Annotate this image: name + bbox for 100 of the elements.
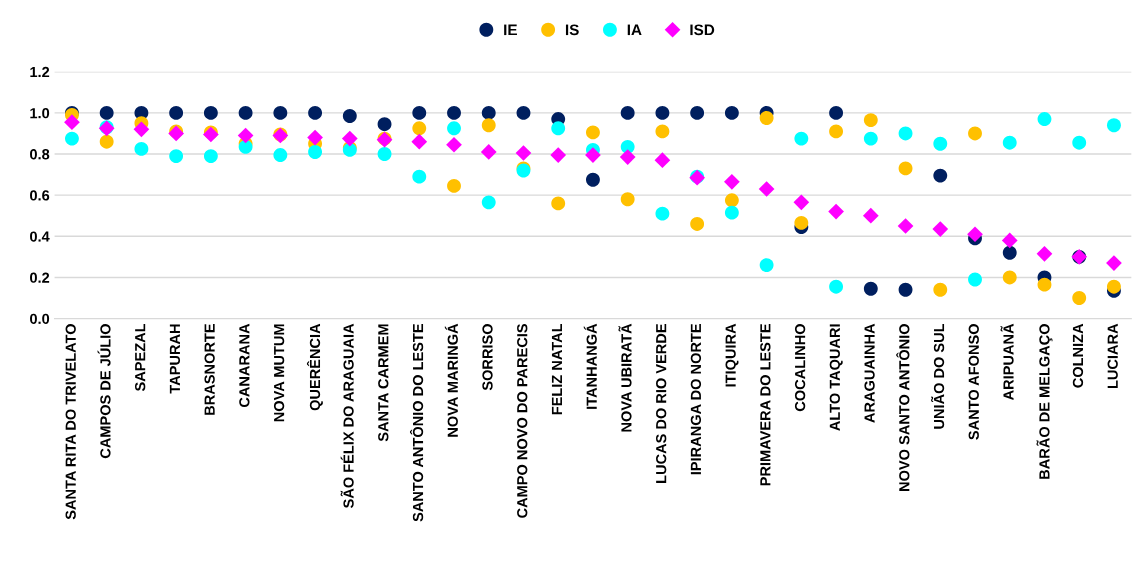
point xyxy=(1072,135,1087,150)
point xyxy=(933,168,948,183)
y-tick-label: 1.0 xyxy=(30,107,50,119)
point xyxy=(724,205,739,220)
point xyxy=(654,152,671,169)
point xyxy=(724,193,739,208)
point xyxy=(690,105,705,120)
point xyxy=(655,105,670,120)
point xyxy=(1037,277,1052,292)
point xyxy=(551,121,566,136)
x-tick-label: ARIPUANÃ xyxy=(1000,323,1014,401)
point xyxy=(1107,118,1121,133)
x-tick-label: UNIÃO DO SUL xyxy=(931,323,945,429)
point xyxy=(932,221,949,237)
point xyxy=(481,118,496,133)
point xyxy=(341,130,358,147)
y-tick-label: 1.2 xyxy=(30,66,50,78)
point xyxy=(238,105,253,120)
point xyxy=(620,192,635,207)
point xyxy=(515,145,532,161)
point xyxy=(794,131,809,146)
x-tick-label: FELIZ NATAL xyxy=(551,323,562,415)
x-tick-label: LUCAS DO RIO VERDE xyxy=(656,324,667,483)
point xyxy=(863,131,878,146)
point xyxy=(308,105,323,120)
point xyxy=(377,117,392,132)
point xyxy=(203,149,218,164)
x-tick-label: BRASNORTE xyxy=(204,324,215,415)
x-tick-label: NOVO SANTO ANTÔNIO xyxy=(896,324,910,491)
point xyxy=(550,147,567,163)
point xyxy=(411,133,428,150)
point xyxy=(447,178,461,193)
y-tick-label: 0.8 xyxy=(30,149,50,160)
x-tick-label: CAMPOS DE JÚLIO xyxy=(97,324,111,459)
point xyxy=(308,145,323,159)
point xyxy=(967,226,983,243)
x-tick-label: CANARANA xyxy=(239,323,250,408)
x-tick-label: ARAGUAINHA xyxy=(864,323,875,423)
point xyxy=(898,282,913,297)
x-tick-label: IPIRANGA DO NORTE xyxy=(690,324,702,475)
point xyxy=(99,105,114,120)
point xyxy=(1002,245,1017,260)
point xyxy=(586,172,600,187)
point xyxy=(273,105,288,120)
point xyxy=(1072,291,1087,305)
point xyxy=(620,105,635,120)
point xyxy=(412,121,427,136)
point xyxy=(898,161,913,176)
point xyxy=(481,105,496,120)
point xyxy=(1107,279,1121,294)
point xyxy=(1036,245,1053,262)
point xyxy=(169,149,184,164)
point xyxy=(585,147,601,163)
point xyxy=(898,126,913,141)
x-tick-label: NOVA MUTUM xyxy=(273,324,285,422)
x-tick-label: ALTO TAQUARI xyxy=(829,324,843,431)
point xyxy=(863,113,878,128)
point xyxy=(758,181,775,197)
point xyxy=(446,136,462,153)
x-tick-label: PRIMAVERA DO LESTE xyxy=(760,324,771,486)
x-tick-label: BARÃO DE MELGAÇO xyxy=(1036,324,1053,479)
point xyxy=(516,105,531,120)
x-tick-label: QUERÊNCIA xyxy=(306,323,323,411)
point xyxy=(1001,232,1018,249)
point xyxy=(1037,112,1052,126)
point xyxy=(586,125,600,140)
point xyxy=(412,105,427,120)
point xyxy=(237,127,254,144)
x-tick-label: SÃO FÉLIX DO ARAGUAIA xyxy=(340,323,354,508)
y-tick-label: 0.0 xyxy=(30,313,50,324)
y-tick-label: 0.6 xyxy=(30,190,50,201)
point xyxy=(897,218,914,234)
point xyxy=(551,196,566,211)
x-tick-label: NOVA MARINGÁ xyxy=(444,323,458,437)
point xyxy=(655,206,670,221)
legend-label: ISD xyxy=(690,24,715,36)
point xyxy=(412,169,427,184)
point xyxy=(690,217,705,231)
point xyxy=(481,195,496,210)
x-tick-label: NOVA UBIRATÃ xyxy=(618,323,632,432)
point xyxy=(655,124,670,139)
point xyxy=(447,121,461,136)
point xyxy=(619,149,636,165)
x-tick-label: LUCIARA xyxy=(1107,323,1118,389)
legend-label: IS xyxy=(565,24,579,36)
point xyxy=(65,131,79,146)
legend-label: IA xyxy=(627,24,642,36)
point xyxy=(724,105,739,120)
point xyxy=(1002,270,1017,285)
x-tick-label: COCALINHO xyxy=(794,324,806,412)
point xyxy=(829,124,844,139)
x-tick-label: SANTA RITA DO TRIVELATO xyxy=(65,324,76,520)
x-tick-label: SORRISO xyxy=(482,324,493,391)
x-tick-label: TAPURAH xyxy=(169,324,181,394)
point xyxy=(1106,255,1122,271)
point xyxy=(794,215,809,230)
x-tick-label: SAPEZAL xyxy=(135,323,146,392)
x-tick-label: ITANHANGÁ xyxy=(583,323,597,409)
point xyxy=(793,194,810,211)
point xyxy=(64,114,80,130)
